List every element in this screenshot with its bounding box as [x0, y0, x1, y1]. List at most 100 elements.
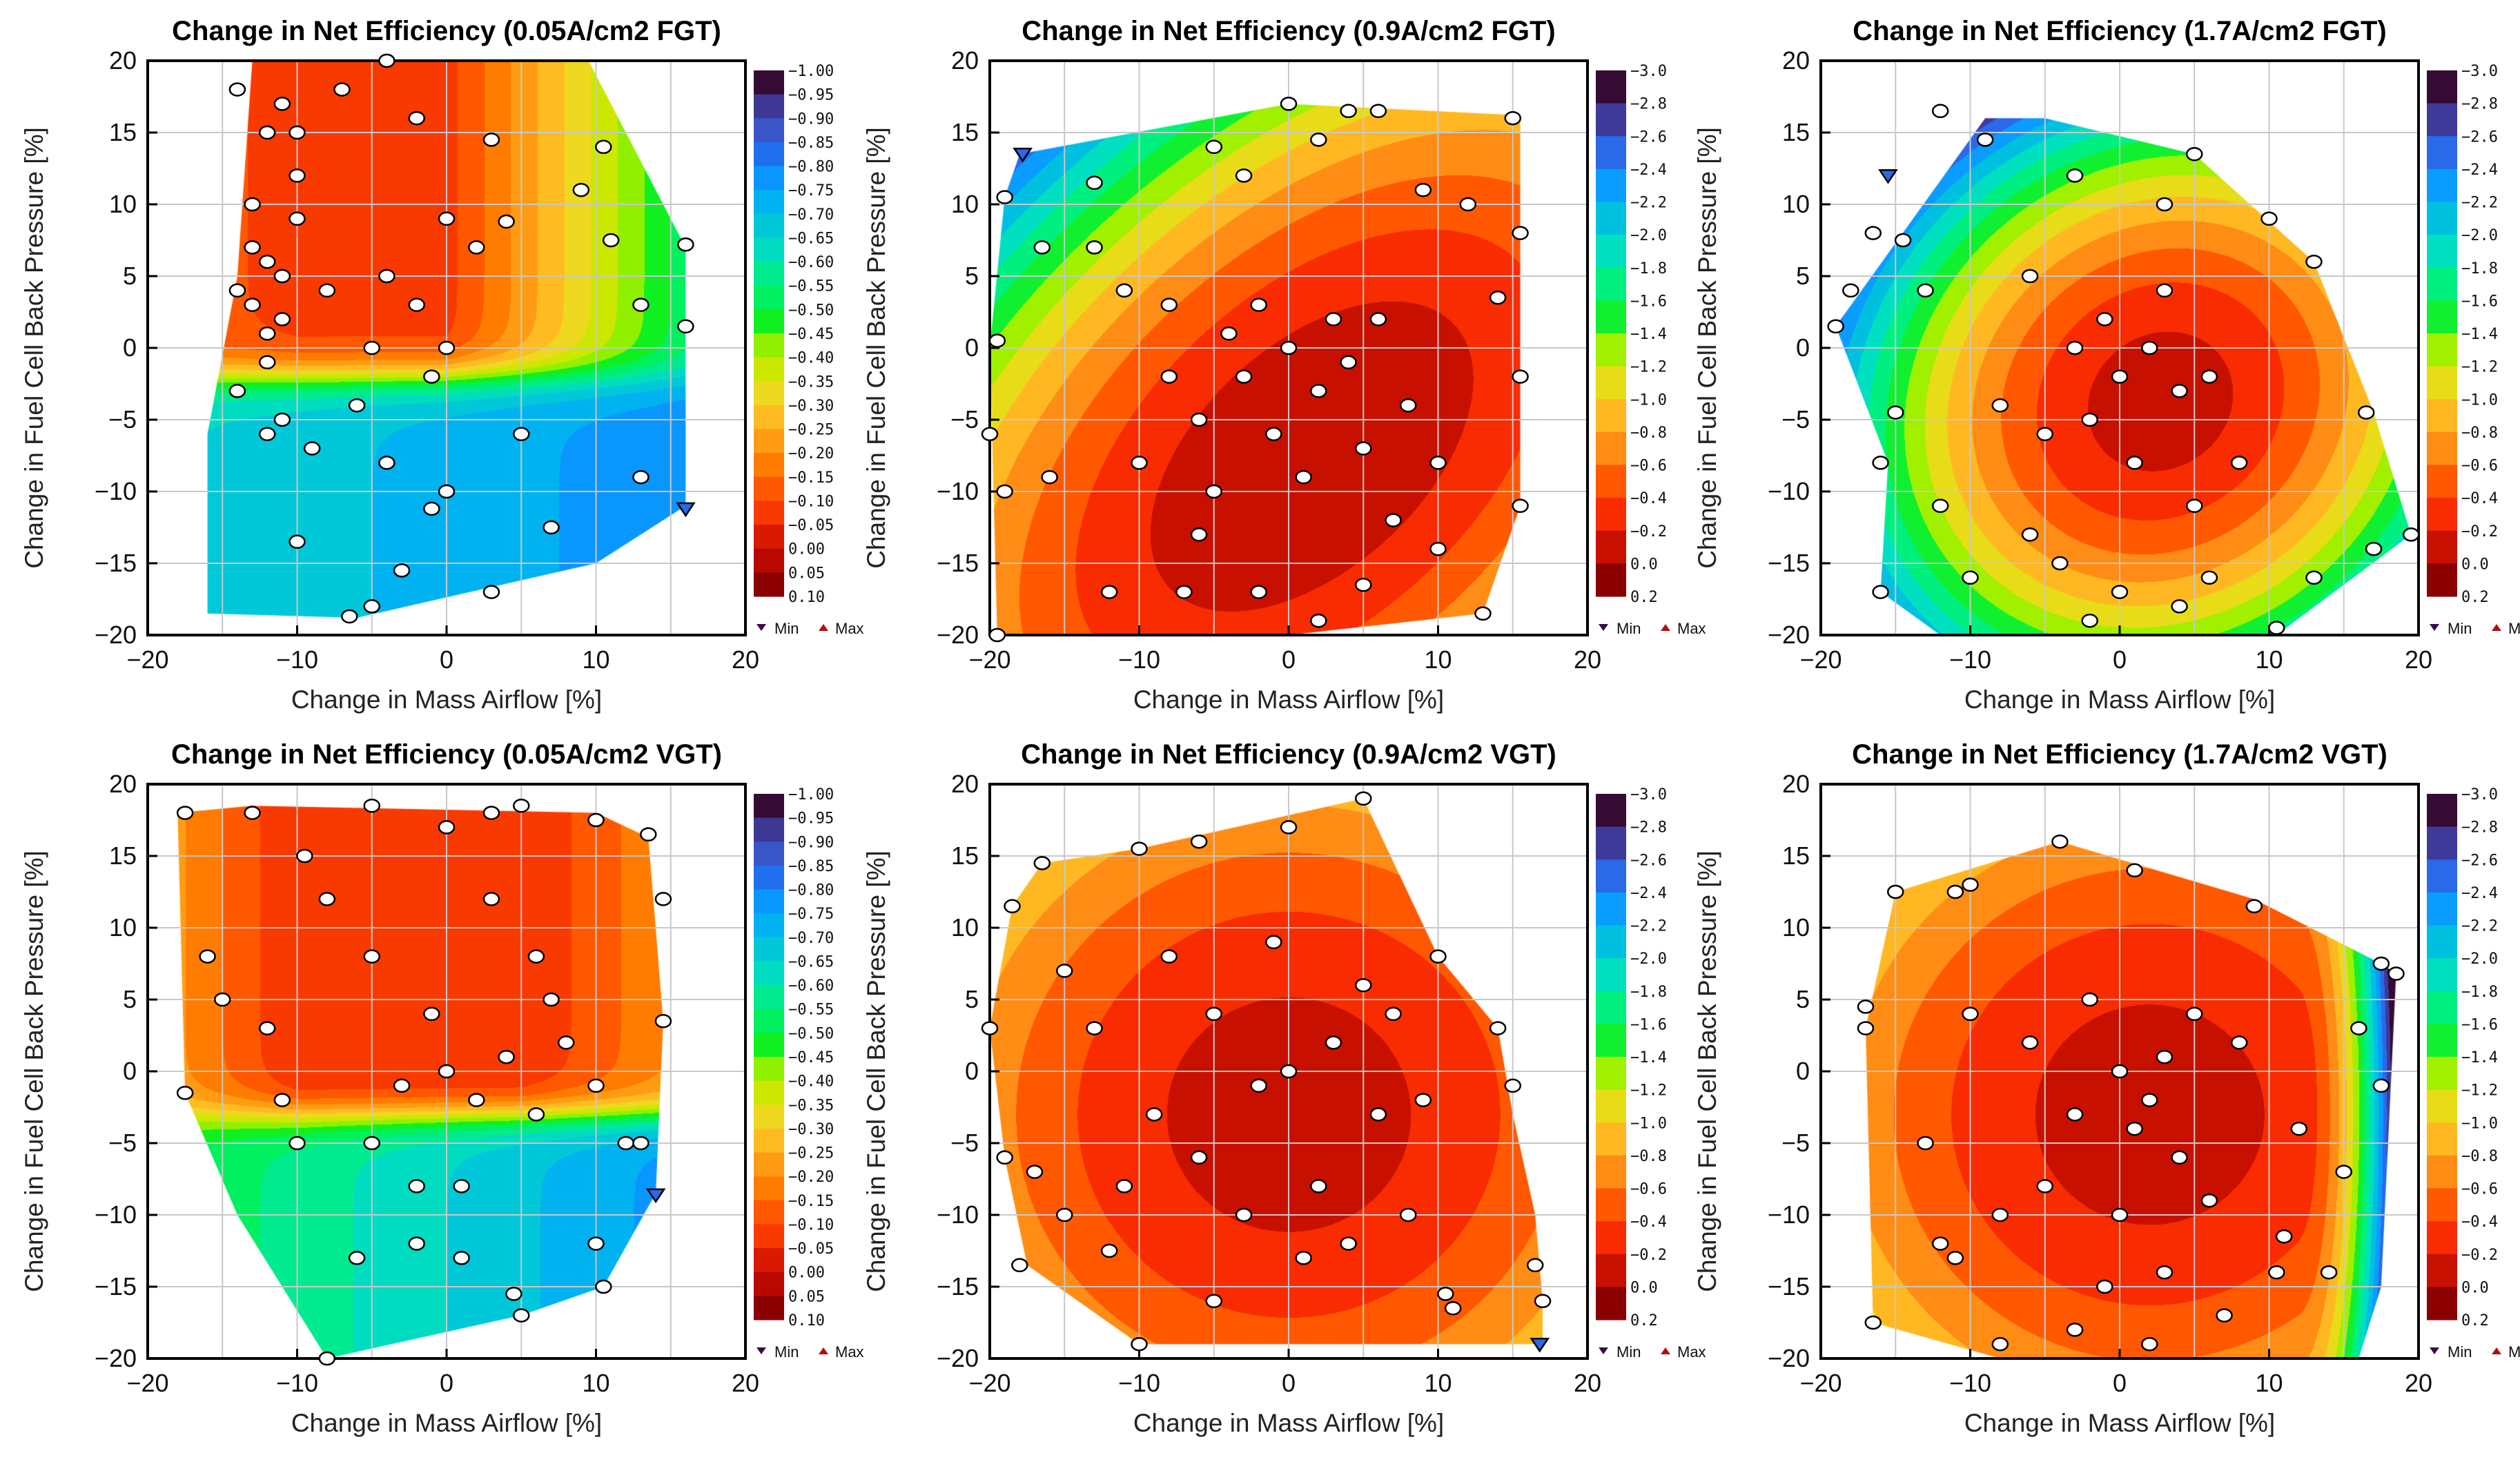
colorbar-band [754, 500, 784, 525]
data-point [1931, 104, 1949, 119]
data-point [1437, 1287, 1454, 1301]
y-tick-label: −10 [937, 477, 979, 505]
x-tick-label: 0 [1282, 1369, 1296, 1397]
data-point [258, 125, 276, 140]
data-point [273, 312, 291, 327]
colorbar-label: −2.6 [1630, 852, 1667, 869]
data-point [1459, 197, 1477, 212]
data-point [258, 326, 276, 341]
colorbar-label: −0.8 [1630, 425, 1667, 442]
contour-plot-2: −20 −10 0 10 20 20 15 10 5 0 −5 −10 −15 −20 Change in … [1693, 16, 2520, 714]
colorbar-label: −3.0 [1630, 63, 1667, 80]
data-point [1235, 369, 1253, 384]
data-point [1205, 484, 1222, 499]
max-legend-label: Max [2508, 620, 2520, 637]
colorbar-band [2427, 1024, 2457, 1058]
colorbar-band [754, 1296, 784, 1321]
data-point [2216, 1308, 2233, 1323]
data-point [1325, 1035, 1342, 1050]
data-point [1190, 412, 1208, 427]
data-point [1190, 1150, 1208, 1165]
data-point [1175, 585, 1193, 599]
data-point [1033, 240, 1051, 255]
colorbar-band [2427, 136, 2457, 170]
colorbar-band [754, 285, 784, 310]
x-tick-label: −10 [276, 1369, 318, 1397]
data-point [318, 892, 336, 906]
data-point [1145, 1107, 1163, 1122]
y-tick-label: −5 [950, 405, 979, 433]
data-point [1086, 240, 1103, 255]
data-point [258, 1021, 276, 1035]
data-point [1340, 355, 1357, 370]
data-point [2096, 1279, 2113, 1294]
y-tick-label: 20 [1782, 770, 1810, 798]
min-legend-icon [2430, 624, 2439, 631]
data-point [2051, 834, 2069, 849]
data-point [1250, 298, 1267, 312]
colorbar-band [754, 429, 784, 454]
colorbar-label: 0.10 [788, 1312, 825, 1329]
data-point [176, 806, 194, 820]
data-point [1864, 226, 1882, 240]
data-point [632, 1136, 649, 1151]
colorbar-label: −1.6 [2461, 1016, 2498, 1033]
data-point [513, 798, 530, 813]
data-point [1086, 1021, 1103, 1035]
data-point [1931, 498, 1949, 514]
colorbar-band [754, 1152, 784, 1177]
colorbar-label: −0.10 [788, 1216, 834, 1234]
min-legend-icon [756, 624, 766, 631]
data-point [318, 283, 336, 298]
y-axis-label: Change in Fuel Cell Back Pressure [%] [1693, 127, 1721, 569]
data-point [513, 1308, 530, 1323]
colorbar-band [754, 333, 784, 358]
y-tick-label: 0 [965, 1057, 979, 1085]
data-point [2320, 1265, 2338, 1280]
data-point [1160, 369, 1178, 384]
colorbar-band [754, 94, 784, 119]
colorbar-label: −1.0 [2461, 1115, 2498, 1132]
data-point [1220, 326, 1238, 341]
data-point [1887, 405, 1904, 420]
colorbar-band [1596, 892, 1626, 926]
data-point [2126, 1121, 2143, 1136]
x-tick-label: 0 [2113, 645, 2127, 674]
data-point [363, 1136, 380, 1151]
data-point [1369, 312, 1387, 327]
colorbar-band [1596, 826, 1626, 860]
colorbar-band [754, 1200, 784, 1225]
data-point [258, 427, 276, 442]
data-point [228, 283, 246, 298]
data-point [228, 82, 246, 97]
data-point [2230, 456, 2248, 470]
colorbar-band [1596, 202, 1626, 235]
colorbar-label: −0.30 [788, 398, 834, 415]
data-point [1385, 1006, 1402, 1022]
data-point [258, 355, 276, 370]
x-tick-label: 10 [582, 645, 609, 674]
max-legend-icon [819, 624, 828, 631]
colorbar-band [754, 237, 784, 262]
data-point [2036, 427, 2053, 442]
x-tick-label: −20 [968, 645, 1010, 674]
data-point [1310, 613, 1327, 628]
data-point [2186, 146, 2203, 162]
data-point [2200, 1193, 2218, 1208]
x-tick-label: 20 [2405, 1369, 2432, 1397]
colorbar-label: −1.8 [2461, 984, 2498, 1001]
data-point [273, 412, 291, 427]
colorbar-label: 0.0 [2461, 1279, 2489, 1296]
contour-plot-5: −20 −10 0 10 20 20 15 10 5 0 −5 −10 −15 −20 Change in … [1693, 739, 2520, 1437]
colorbar-band [754, 794, 784, 819]
colorbar-label: −0.60 [788, 977, 834, 995]
colorbar-label: −2.0 [2461, 227, 2498, 244]
colorbar-label: −0.95 [788, 810, 834, 828]
y-tick-label: −15 [1768, 1272, 1810, 1300]
data-point [289, 168, 306, 183]
data-point [1887, 884, 1904, 899]
colorbar-band [1596, 958, 1626, 992]
data-point [2081, 412, 2098, 427]
x-tick-label: 0 [440, 645, 453, 674]
colorbar-label: −1.0 [1630, 391, 1667, 409]
